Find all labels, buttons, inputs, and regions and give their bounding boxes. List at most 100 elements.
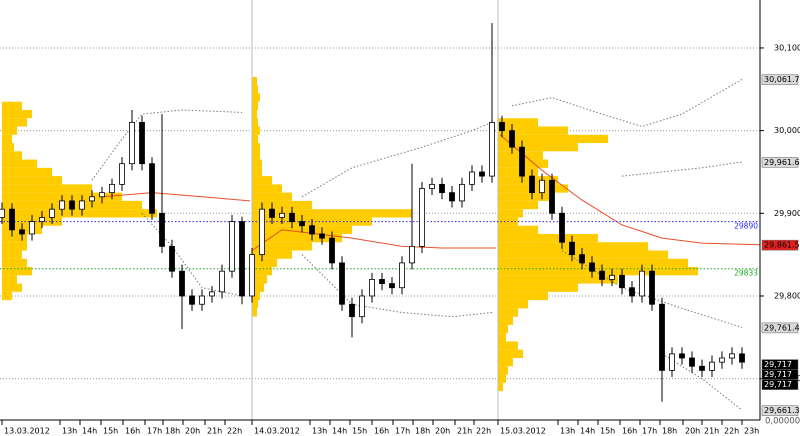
profile-bar: [2, 267, 32, 276]
profile-bar: [252, 118, 258, 127]
candle-body: [409, 245, 415, 264]
candle-body: [329, 237, 335, 264]
price-tag: [761, 157, 799, 168]
profile-bar: [498, 225, 538, 234]
profile-bar: [2, 134, 12, 144]
candle-body: [699, 365, 705, 371]
candle-body: [349, 303, 355, 318]
price-tag: [761, 74, 799, 85]
candle-body: [59, 200, 65, 210]
x-tick-label: 20h: [435, 427, 450, 436]
candle-body: [279, 212, 285, 218]
x-tick-label: 22h: [476, 427, 491, 436]
level-label: 29890: [734, 222, 758, 231]
candle-body: [239, 221, 245, 297]
x-tick-label: 16h: [622, 427, 637, 436]
profile-bar: [2, 233, 27, 243]
profile-bar: [498, 308, 518, 317]
candle-body: [549, 179, 555, 214]
profile-bar: [2, 151, 22, 160]
profile-bar: [252, 93, 260, 102]
y-tick-label: 30,100: [774, 43, 800, 52]
x-tick-label: 17h: [642, 427, 657, 436]
candle-body: [259, 208, 265, 256]
candle-body: [679, 353, 685, 359]
profile-bar: [252, 76, 257, 86]
x-tick-label: 22h: [724, 427, 739, 436]
candle-body: [119, 163, 125, 185]
candle-body: [569, 241, 575, 256]
profile-bar: [2, 167, 52, 177]
candle-body: [149, 163, 155, 214]
x-tick-label: 15h: [600, 427, 615, 436]
profile-bar: [2, 242, 27, 251]
x-tick-label: 17h: [147, 427, 162, 436]
profile-bar: [2, 291, 12, 301]
price-tag-label: 29,717: [764, 380, 792, 389]
candle-body: [49, 208, 55, 218]
profile-bar: [498, 341, 518, 350]
candle-body: [489, 121, 495, 177]
profile-bar: [252, 85, 258, 94]
candle-body: [29, 221, 35, 235]
candle-body: [389, 283, 395, 289]
candle-body: [369, 279, 375, 297]
profile-bar: [2, 250, 22, 259]
candle-body: [449, 192, 455, 202]
profile-bar: [498, 366, 508, 375]
candle-body: [559, 212, 565, 243]
x-tick-label: 20h: [185, 427, 200, 436]
candle-body: [579, 254, 585, 264]
x-tick-label: 18h: [662, 427, 677, 436]
candle-body: [689, 357, 695, 367]
candle-body: [319, 233, 325, 239]
profile-bar: [498, 143, 578, 152]
profile-bar: [252, 184, 282, 193]
profile-bar: [2, 275, 17, 284]
candle-body: [519, 146, 525, 177]
x-tick-label: 21h: [207, 427, 222, 436]
candle-body: [169, 245, 175, 272]
profile-bar: [498, 374, 506, 383]
candle-body: [109, 183, 115, 194]
candle-body: [709, 361, 715, 371]
x-tick-label: 18h: [415, 427, 430, 436]
profile-bar: [252, 200, 312, 210]
candle-body: [499, 121, 505, 132]
profile-bar: [498, 357, 513, 367]
candle-body: [379, 279, 385, 284]
band-line: [661, 353, 743, 411]
candle-body: [39, 217, 45, 222]
profile-bar: [252, 308, 257, 317]
band-line: [301, 254, 493, 318]
x-tick-label: 22h: [227, 427, 242, 436]
profile-bar: [498, 267, 698, 276]
band-line: [301, 121, 493, 198]
profile-bar: [498, 291, 548, 301]
profile-bar: [498, 233, 598, 243]
y-tick-label: 29,800: [774, 291, 800, 300]
profile-bar: [252, 134, 258, 144]
x-tick-label: 23h: [744, 427, 759, 436]
footer-label: 0,00000: [765, 417, 800, 427]
x-tick-label: 13h: [560, 427, 575, 436]
x-tick-label: 13h: [62, 427, 77, 436]
candle-body: [99, 192, 105, 198]
profile-bar: [252, 126, 260, 135]
level-label: 29833: [734, 269, 758, 278]
price-tag-label: 29,717: [764, 360, 792, 369]
profile-bar: [252, 151, 260, 160]
x-tick-label: 16h: [374, 427, 389, 436]
candle-body: [459, 183, 465, 202]
profile-bar: [498, 209, 523, 218]
profile-bar: [252, 233, 342, 243]
profile-bar: [252, 109, 257, 119]
candle-body: [139, 121, 145, 165]
candle-body: [249, 254, 255, 297]
x-tick-label: 13.03.2012: [4, 427, 50, 436]
candle-body: [299, 221, 305, 227]
profile-bar: [252, 267, 272, 276]
profile-bar: [498, 192, 553, 201]
candle-body: [189, 295, 195, 305]
